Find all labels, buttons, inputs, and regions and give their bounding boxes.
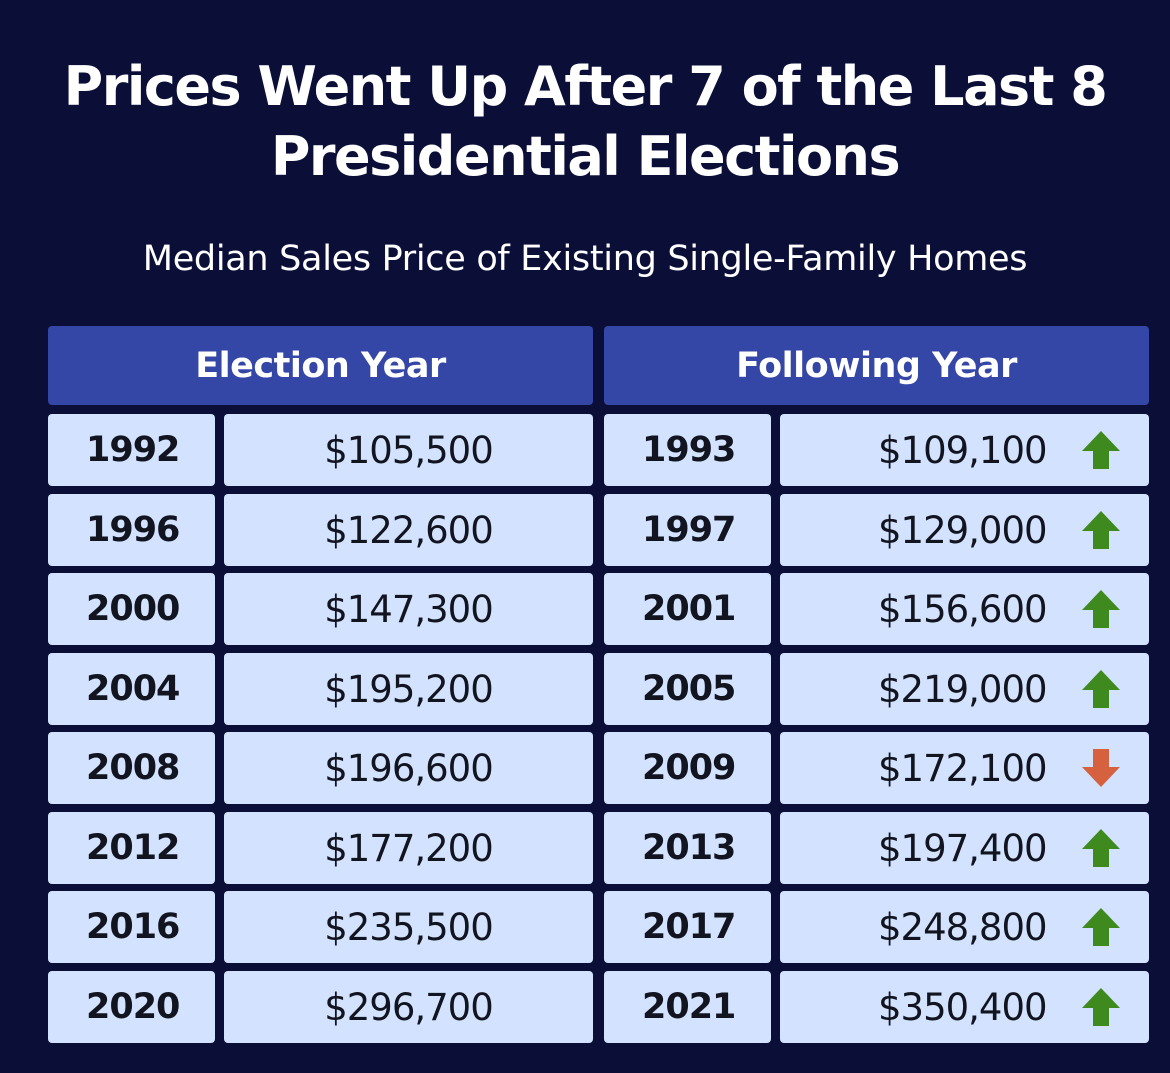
header-election-year: Election Year	[48, 326, 593, 405]
election-price-cell-text: $195,200	[324, 667, 494, 711]
election-year-cell-text: 2020	[86, 987, 180, 1027]
election-year-cell-text: 2004	[86, 669, 180, 709]
election-year-cell: 2004	[48, 653, 215, 725]
arrow-up-icon	[1082, 988, 1120, 1026]
election-price-cell-text: $196,600	[324, 746, 494, 790]
election-year-cell: 1996	[48, 494, 215, 566]
election-price-cell: $122,600	[224, 494, 593, 566]
arrow-up-icon	[1082, 431, 1120, 469]
following-year-cell: 2001	[604, 573, 771, 645]
following-year-cell-text: 1997	[642, 510, 736, 550]
following-price-cell-text: $197,400	[878, 826, 1048, 870]
arrow-up-shape	[1082, 829, 1120, 867]
following-price-cell-text: $219,000	[878, 667, 1048, 711]
election-year-cell-text: 1992	[86, 430, 180, 470]
arrow-up-shape	[1082, 431, 1120, 469]
election-price-cell-text: $105,500	[324, 428, 494, 472]
chart-subtitle: Median Sales Price of Existing Single-Fa…	[142, 239, 1028, 279]
arrow-up-shape	[1082, 511, 1120, 549]
election-year-cell-text: 2012	[86, 828, 180, 868]
election-price-cell: $147,300	[224, 573, 593, 645]
following-price-cell-text: $350,400	[878, 985, 1048, 1029]
election-year-cell: 1992	[48, 414, 215, 486]
election-price-cell: $105,500	[224, 414, 593, 486]
following-price-cell: $172,100	[780, 732, 1149, 804]
arrow-up-shape	[1082, 988, 1120, 1026]
election-year-cell: 2000	[48, 573, 215, 645]
election-price-cell-text: $147,300	[324, 587, 494, 631]
arrow-up-icon	[1082, 829, 1120, 867]
election-year-cell-text: 1996	[86, 510, 180, 550]
arrow-down-icon	[1082, 749, 1120, 787]
arrow-up-icon	[1082, 908, 1120, 946]
election-price-cell-text: $122,600	[324, 508, 494, 552]
arrow-up-icon	[1082, 670, 1120, 708]
arrow-up-icon	[1082, 511, 1120, 549]
following-year-cell: 2009	[604, 732, 771, 804]
chart-title-line-1: Prices Went Up After 7 of the Last 8	[63, 55, 1108, 118]
election-year-cell-text: 2008	[86, 748, 180, 788]
chart-title: Prices Went Up After 7 of the Last 8 Pre…	[0, 52, 1170, 192]
election-year-cell: 2012	[48, 812, 215, 884]
following-price-cell-text: $172,100	[878, 746, 1048, 790]
arrow-up-shape	[1082, 590, 1120, 628]
following-price-cell-text: $248,800	[878, 905, 1048, 949]
chart-title-line-2: Presidential Elections	[270, 125, 901, 188]
following-year-cell-text: 2017	[642, 907, 736, 947]
election-year-cell: 2008	[48, 732, 215, 804]
following-year-cell: 2013	[604, 812, 771, 884]
election-price-cell-text: $235,500	[324, 905, 494, 949]
arrow-up-icon	[1082, 590, 1120, 628]
following-year-cell: 2005	[604, 653, 771, 725]
election-year-cell: 2020	[48, 971, 215, 1043]
election-price-cell: $177,200	[224, 812, 593, 884]
following-year-cell-text: 2009	[642, 748, 736, 788]
election-price-cell: $296,700	[224, 971, 593, 1043]
election-price-cell: $196,600	[224, 732, 593, 804]
election-price-cell: $195,200	[224, 653, 593, 725]
following-year-cell: 1997	[604, 494, 771, 566]
election-price-cell-text: $177,200	[324, 826, 494, 870]
following-year-cell-text: 1993	[642, 430, 736, 470]
following-year-cell-text: 2001	[642, 589, 736, 629]
header-following-year: Following Year	[604, 326, 1149, 405]
election-year-cell: 2016	[48, 891, 215, 963]
following-price-cell-text: $129,000	[878, 508, 1048, 552]
election-price-cell: $235,500	[224, 891, 593, 963]
arrow-down-shape	[1082, 749, 1120, 787]
following-price-cell-text: $156,600	[878, 587, 1048, 631]
following-year-cell-text: 2021	[642, 987, 736, 1027]
following-price-cell-text: $109,100	[878, 428, 1048, 472]
election-year-cell-text: 2000	[86, 589, 180, 629]
following-year-cell: 1993	[604, 414, 771, 486]
following-year-cell-text: 2005	[642, 669, 736, 709]
arrow-up-shape	[1082, 908, 1120, 946]
following-year-cell: 2017	[604, 891, 771, 963]
following-year-cell: 2021	[604, 971, 771, 1043]
election-year-cell-text: 2016	[86, 907, 180, 947]
following-year-cell-text: 2013	[642, 828, 736, 868]
arrow-up-shape	[1082, 670, 1120, 708]
election-price-cell-text: $296,700	[324, 985, 494, 1029]
